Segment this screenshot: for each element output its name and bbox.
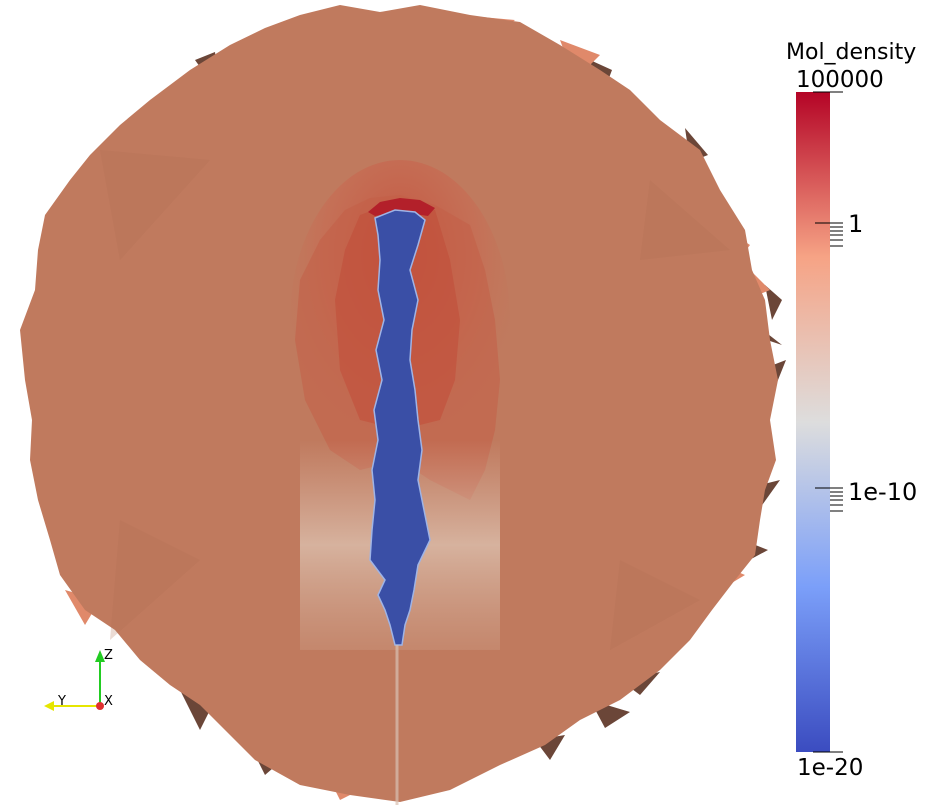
colorbar-min-label: 1e-20 — [797, 755, 864, 781]
orientation-axes — [44, 650, 105, 711]
axis-z-label: Z — [104, 648, 113, 663]
colorbar-tick-label: 1 — [848, 210, 864, 238]
colorbar-gradient — [796, 92, 830, 752]
colorbar-max-label: 100000 — [796, 67, 884, 93]
density-cap — [368, 198, 435, 216]
axis-x-label: X — [104, 694, 113, 709]
density-core[interactable] — [369, 209, 431, 646]
colorbar-ticks — [813, 91, 843, 753]
colorbar-tick-label: 1e-10 — [848, 478, 918, 506]
mesh-facets — [100, 150, 730, 650]
colorbar-title: Mol_density — [786, 40, 917, 65]
axis-y-label: Y — [58, 694, 66, 709]
